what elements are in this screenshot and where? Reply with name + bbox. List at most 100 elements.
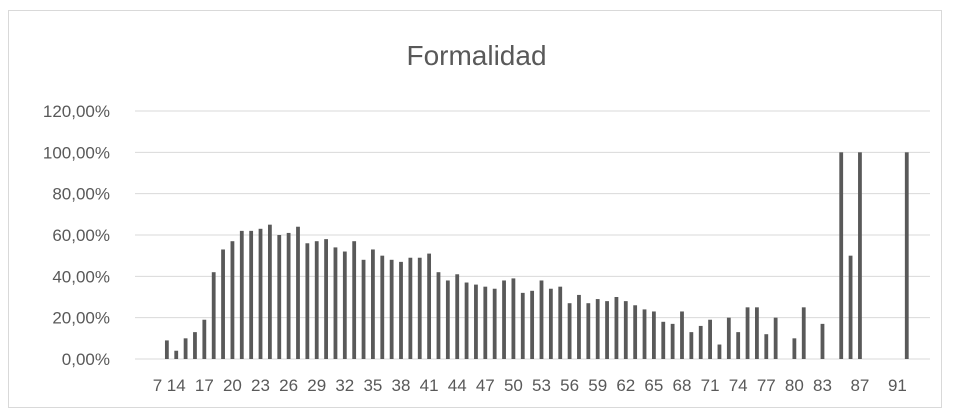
x-tick-label: 71 — [701, 376, 720, 395]
bar — [764, 334, 769, 359]
bar — [324, 239, 328, 359]
bar — [296, 226, 300, 359]
chart-title: Formalidad — [406, 40, 547, 71]
bar — [755, 307, 759, 359]
y-tick-label: 120,00% — [43, 102, 110, 121]
bar — [193, 332, 197, 359]
bar — [314, 241, 319, 359]
x-tick-label: 29 — [307, 376, 326, 395]
bar — [726, 317, 731, 359]
bar — [586, 303, 591, 359]
y-tick-label: 80,00% — [52, 185, 110, 204]
x-tick-label: 50 — [504, 376, 523, 395]
x-tick-label: 74 — [729, 376, 748, 395]
bar — [258, 228, 263, 359]
bar — [211, 272, 216, 359]
x-tick-label: 91 — [888, 376, 907, 395]
x-tick-label: 53 — [532, 376, 551, 395]
bar — [492, 288, 497, 359]
bar — [848, 255, 853, 359]
x-tick-label: 41 — [420, 376, 439, 395]
bar — [651, 311, 656, 359]
bar — [342, 251, 347, 359]
bar — [670, 323, 675, 359]
x-tick-label: 68 — [673, 376, 692, 395]
bar — [642, 309, 647, 359]
bar — [352, 241, 357, 359]
x-tick-label: 59 — [588, 376, 607, 395]
bar — [680, 311, 684, 359]
y-tick-label: 100,00% — [43, 143, 110, 162]
bar — [417, 257, 422, 359]
gridlines — [135, 110, 930, 360]
bar — [202, 319, 207, 359]
bar — [267, 224, 272, 359]
x-tick-label: 38 — [392, 376, 411, 395]
x-tick-label: 23 — [251, 376, 270, 395]
x-axis-tick-labels: 7 14 17 20 23 26 29 32 35 38 41 44 47 50 53 56 59 62 65 68 7… — [153, 376, 907, 395]
bar — [474, 284, 478, 359]
bar — [502, 280, 506, 359]
x-tick-label: 26 — [279, 376, 298, 395]
bar — [548, 288, 553, 359]
x-tick-label: 80 — [785, 376, 804, 395]
x-tick-label: 83 — [813, 376, 832, 395]
y-tick-label: 60,00% — [52, 226, 110, 245]
bar — [389, 259, 394, 359]
bar — [792, 338, 797, 359]
x-tick-label: 20 — [223, 376, 242, 395]
x-tick-label: 44 — [448, 376, 467, 395]
bar — [371, 249, 375, 359]
bars — [164, 152, 909, 359]
x-tick-label: 56 — [560, 376, 579, 395]
bar — [614, 297, 619, 359]
bar — [661, 321, 666, 359]
bar — [445, 280, 450, 359]
bar — [558, 286, 563, 359]
bar — [511, 278, 516, 359]
x-tick-label: 7 — [153, 376, 162, 395]
x-tick-label: 87 — [850, 376, 869, 395]
bar — [623, 301, 628, 359]
y-tick-label: 20,00% — [52, 309, 110, 328]
bar — [708, 319, 712, 359]
bar — [745, 307, 750, 359]
y-tick-label: 0,00% — [62, 350, 110, 369]
bar — [399, 261, 403, 359]
x-tick-label: 62 — [616, 376, 635, 395]
bar — [277, 235, 282, 359]
y-tick-label: 40,00% — [52, 267, 110, 286]
bar — [436, 272, 441, 359]
bar — [164, 340, 169, 359]
bar — [408, 257, 413, 359]
bar — [464, 282, 469, 359]
bar — [380, 255, 385, 359]
bar — [698, 325, 703, 359]
bar — [286, 232, 291, 359]
bar — [595, 299, 600, 359]
x-tick-label: 32 — [335, 376, 354, 395]
x-tick-label: 14 — [167, 376, 186, 395]
x-tick-label: 17 — [195, 376, 214, 395]
bar — [605, 301, 609, 359]
bar — [839, 152, 844, 359]
bar — [520, 292, 525, 359]
bar — [577, 294, 581, 359]
bar — [858, 152, 862, 359]
bar — [221, 249, 225, 359]
bar — [567, 303, 572, 359]
bar — [333, 247, 338, 359]
x-tick-label: 65 — [644, 376, 663, 395]
bar — [230, 241, 235, 359]
x-tick-label: 77 — [757, 376, 776, 395]
bar — [427, 253, 432, 359]
y-axis-tick-labels: 0,00% 20,00% 40,00% 60,00% 80,00% 100,00% 120,… — [43, 102, 110, 369]
bar — [773, 317, 778, 359]
bar — [736, 332, 741, 359]
bar — [183, 338, 188, 359]
bar — [820, 323, 825, 359]
bar — [483, 286, 488, 359]
bar — [689, 332, 694, 359]
bar — [801, 307, 806, 359]
